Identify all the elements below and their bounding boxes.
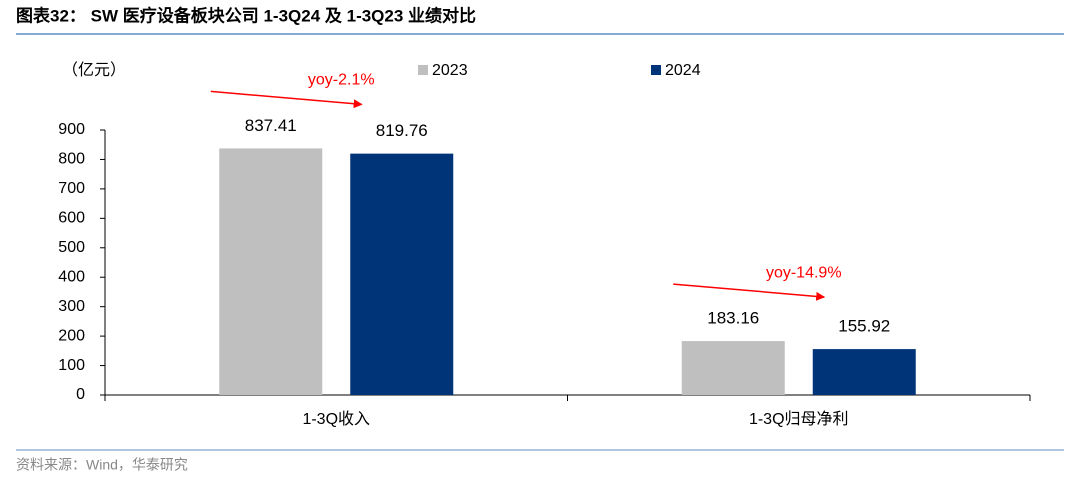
y-tick-label: 200 — [58, 327, 85, 344]
value-label: 837.41 — [245, 116, 297, 135]
legend-label: 2024 — [665, 62, 701, 79]
annotation: yoy-2.1% — [308, 72, 375, 89]
y-tick-label: 700 — [58, 180, 85, 197]
value-label: 819.76 — [376, 121, 428, 140]
legend-swatch — [651, 65, 661, 75]
source: 资料来源：Wind，华泰研究 — [16, 457, 188, 473]
bar — [350, 153, 454, 395]
y-unit-label: （亿元） — [62, 61, 126, 79]
y-tick-label: 100 — [58, 357, 85, 374]
value-label: 155.92 — [838, 317, 890, 336]
chart-title: 图表32： SW 医疗设备板块公司 1-3Q24 及 1-3Q23 业绩对比 — [16, 5, 476, 25]
legend-swatch — [418, 65, 428, 75]
y-tick-label: 600 — [58, 210, 85, 227]
y-tick-label: 0 — [76, 386, 85, 403]
y-tick-label: 500 — [58, 239, 85, 256]
annotation-arrow — [673, 283, 826, 301]
value-label: 183.16 — [707, 309, 759, 328]
y-tick-label: 900 — [58, 121, 85, 138]
y-tick-label: 400 — [58, 268, 85, 285]
legend-label: 2023 — [432, 62, 468, 79]
y-tick-label: 300 — [58, 298, 85, 315]
bar — [681, 341, 785, 395]
x-tick-label: 1-3Q收入 — [302, 410, 370, 428]
annotation: yoy-14.9% — [766, 264, 842, 281]
x-tick-label: 1-3Q归母净利 — [749, 410, 849, 428]
bar — [219, 148, 323, 395]
annotation-arrow — [210, 90, 363, 109]
y-tick-label: 800 — [58, 151, 85, 168]
bar — [812, 349, 916, 395]
